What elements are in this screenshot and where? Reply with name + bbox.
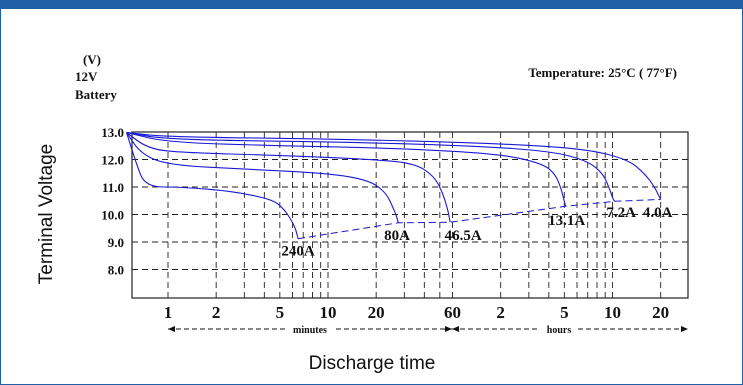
x-tick-label: 2 (212, 303, 221, 322)
plot-area (131, 131, 689, 299)
discharge-curve-80A (126, 132, 399, 223)
curve-label: 46.5A (445, 228, 482, 244)
y-tick-label: 11.0 (102, 180, 124, 195)
discharge-curve-13-1A (126, 131, 567, 207)
y-tick-label: 10.0 (101, 208, 124, 223)
arrow-head (168, 326, 175, 332)
x-axis-title: Discharge time (309, 353, 436, 374)
curves-layer (125, 131, 662, 240)
arrow-head (452, 326, 459, 332)
discharge-curve-46-5A (126, 132, 451, 223)
y-tick-label: 13.0 (101, 125, 124, 140)
x-tick-label: 2 (496, 303, 505, 322)
y-tick-label: 8.0 (108, 263, 124, 278)
discharge-curve-7-2A (126, 131, 616, 202)
x-tick-label: 20 (368, 303, 385, 322)
curve-label: 7.2A (606, 205, 636, 221)
title-bar (0, 0, 743, 9)
curve-label: 240A (281, 243, 315, 259)
x-tick-label: 10 (604, 303, 621, 322)
arrow-head (445, 326, 452, 332)
minutes-label: minutes (293, 325, 327, 336)
curve-label: 13.1A (548, 213, 585, 229)
cutoff-line (298, 198, 661, 240)
x-tick-label: 5 (276, 303, 285, 322)
curve-label: 4.0A (643, 205, 673, 221)
y-unit-label: (V) (83, 52, 101, 67)
temperature-label: Temperature: 25°C ( 77°F) (528, 65, 677, 80)
discharge-curve-4-0A (126, 131, 662, 200)
discharge-curve-240A (125, 132, 299, 239)
x-tick-label: 1 (164, 303, 173, 322)
x-tick-label: 20 (652, 303, 669, 322)
arrow-head (681, 326, 688, 332)
y-tick-label: 9.0 (108, 235, 124, 250)
x-tick-label: 5 (560, 303, 569, 322)
curve-label: 80A (384, 228, 410, 244)
labels-layer: 13.0 12.0 11.0 10.0 9.0 8.0 1 2 5 10 20 60 2 5 10 20 min… (36, 52, 688, 374)
y-tick-label: 12.0 (101, 153, 124, 168)
battery-voltage-label: 12V (75, 69, 98, 84)
y-axis-title: Terminal Voltage (36, 144, 57, 284)
battery-label: Battery (75, 87, 117, 102)
grid-layer (131, 131, 689, 299)
x-tick-label: 60 (444, 303, 461, 322)
x-tick-label: 10 (320, 303, 337, 322)
hours-label: hours (547, 325, 572, 336)
